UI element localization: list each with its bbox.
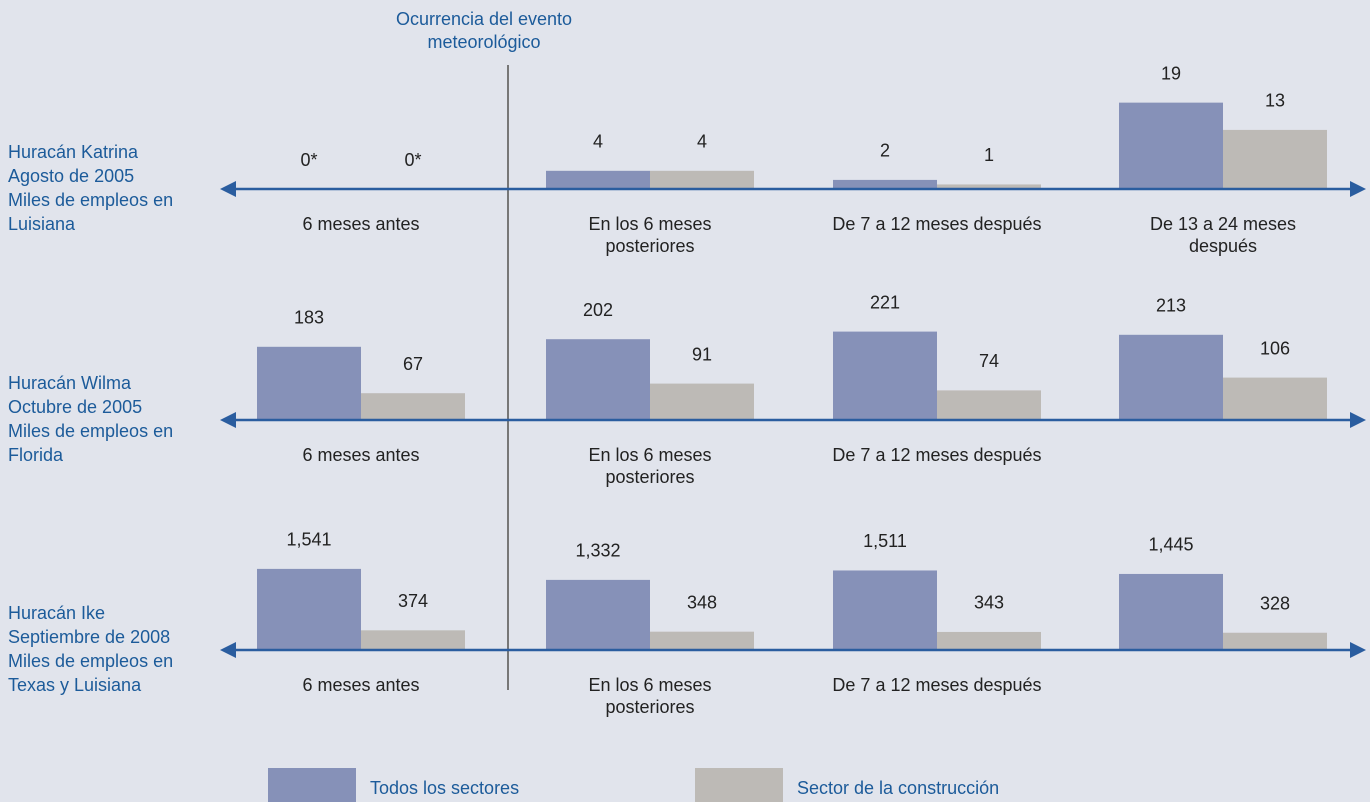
bar xyxy=(1223,632,1327,650)
axis-arrow xyxy=(220,412,236,428)
bar xyxy=(546,579,650,650)
x-tick-label: En los 6 meses xyxy=(588,214,711,234)
value-label: 4 xyxy=(697,132,707,152)
value-label: 106 xyxy=(1260,338,1290,358)
x-tick-label: De 7 a 12 meses después xyxy=(832,445,1041,465)
bar xyxy=(1119,334,1223,420)
bar xyxy=(650,631,754,650)
bar xyxy=(833,331,937,420)
bar xyxy=(546,339,650,420)
value-label: 0* xyxy=(404,150,421,170)
bar xyxy=(937,390,1041,420)
bar xyxy=(650,383,754,420)
bar xyxy=(361,393,465,420)
bar xyxy=(833,570,937,650)
value-label: 1,541 xyxy=(286,530,331,550)
value-label: 328 xyxy=(1260,593,1290,613)
value-label: 74 xyxy=(979,351,999,371)
bar xyxy=(937,631,1041,650)
legend-swatch xyxy=(268,768,356,802)
x-tick-label: 6 meses antes xyxy=(302,675,419,695)
panel-label: Miles de empleos en xyxy=(8,651,173,671)
x-tick-label: En los 6 meses xyxy=(588,445,711,465)
x-tick-label: De 13 a 24 meses xyxy=(1150,214,1296,234)
panel-label: Agosto de 2005 xyxy=(8,166,134,186)
value-label: 348 xyxy=(687,592,717,612)
axis-arrow xyxy=(1350,181,1366,197)
legend-swatch xyxy=(695,768,783,802)
value-label: 213 xyxy=(1156,296,1186,316)
annotation: meteorológico xyxy=(427,32,540,52)
panel-label: Huracán Katrina xyxy=(8,142,139,162)
panel-label: Huracán Wilma xyxy=(8,373,132,393)
value-label: 4 xyxy=(593,132,603,152)
value-label: 67 xyxy=(403,354,423,374)
legend-label: Todos los sectores xyxy=(370,778,519,798)
value-label: 13 xyxy=(1265,91,1285,111)
x-tick-label: posteriores xyxy=(605,236,694,256)
value-label: 0* xyxy=(300,150,317,170)
bar xyxy=(546,170,650,189)
panel-label: Huracán Ike xyxy=(8,603,105,623)
axis-arrow xyxy=(220,642,236,658)
bar xyxy=(937,184,1041,189)
x-tick-label: posteriores xyxy=(605,697,694,717)
panel-label: Miles de empleos en xyxy=(8,421,173,441)
annotation: Ocurrencia del evento xyxy=(396,9,572,29)
value-label: 221 xyxy=(870,292,900,312)
bar xyxy=(650,170,754,189)
value-label: 1,332 xyxy=(575,541,620,561)
panel-label: Florida xyxy=(8,445,64,465)
x-tick-label: De 7 a 12 meses después xyxy=(832,214,1041,234)
axis-arrow xyxy=(220,181,236,197)
bar xyxy=(361,630,465,650)
bar xyxy=(1119,102,1223,189)
x-tick-label: después xyxy=(1189,236,1257,256)
panel-label: Luisiana xyxy=(8,214,76,234)
value-label: 1,511 xyxy=(863,531,907,551)
panel-label: Octubre de 2005 xyxy=(8,397,142,417)
panel-label: Septiembre de 2008 xyxy=(8,627,170,647)
x-tick-label: posteriores xyxy=(605,467,694,487)
value-label: 374 xyxy=(398,591,428,611)
value-label: 19 xyxy=(1161,63,1181,83)
x-tick-label: 6 meses antes xyxy=(302,445,419,465)
axis-arrow xyxy=(1350,412,1366,428)
axis-arrow xyxy=(1350,642,1366,658)
panel-label: Texas y Luisiana xyxy=(8,675,142,695)
value-label: 183 xyxy=(294,308,324,328)
bar xyxy=(833,179,937,189)
bar xyxy=(257,568,361,650)
x-tick-label: 6 meses antes xyxy=(302,214,419,234)
bar xyxy=(1119,573,1223,650)
bar xyxy=(1223,129,1327,189)
x-tick-label: De 7 a 12 meses después xyxy=(832,675,1041,695)
value-label: 202 xyxy=(583,300,613,320)
x-tick-label: En los 6 meses xyxy=(588,675,711,695)
value-label: 2 xyxy=(880,141,890,161)
legend-label: Sector de la construcción xyxy=(797,778,999,798)
value-label: 343 xyxy=(974,593,1004,613)
bar xyxy=(1223,377,1327,420)
panel-label: Miles de empleos en xyxy=(8,190,173,210)
value-label: 1 xyxy=(984,145,994,165)
bar xyxy=(257,346,361,420)
value-label: 91 xyxy=(692,344,712,364)
value-label: 1,445 xyxy=(1148,535,1193,555)
